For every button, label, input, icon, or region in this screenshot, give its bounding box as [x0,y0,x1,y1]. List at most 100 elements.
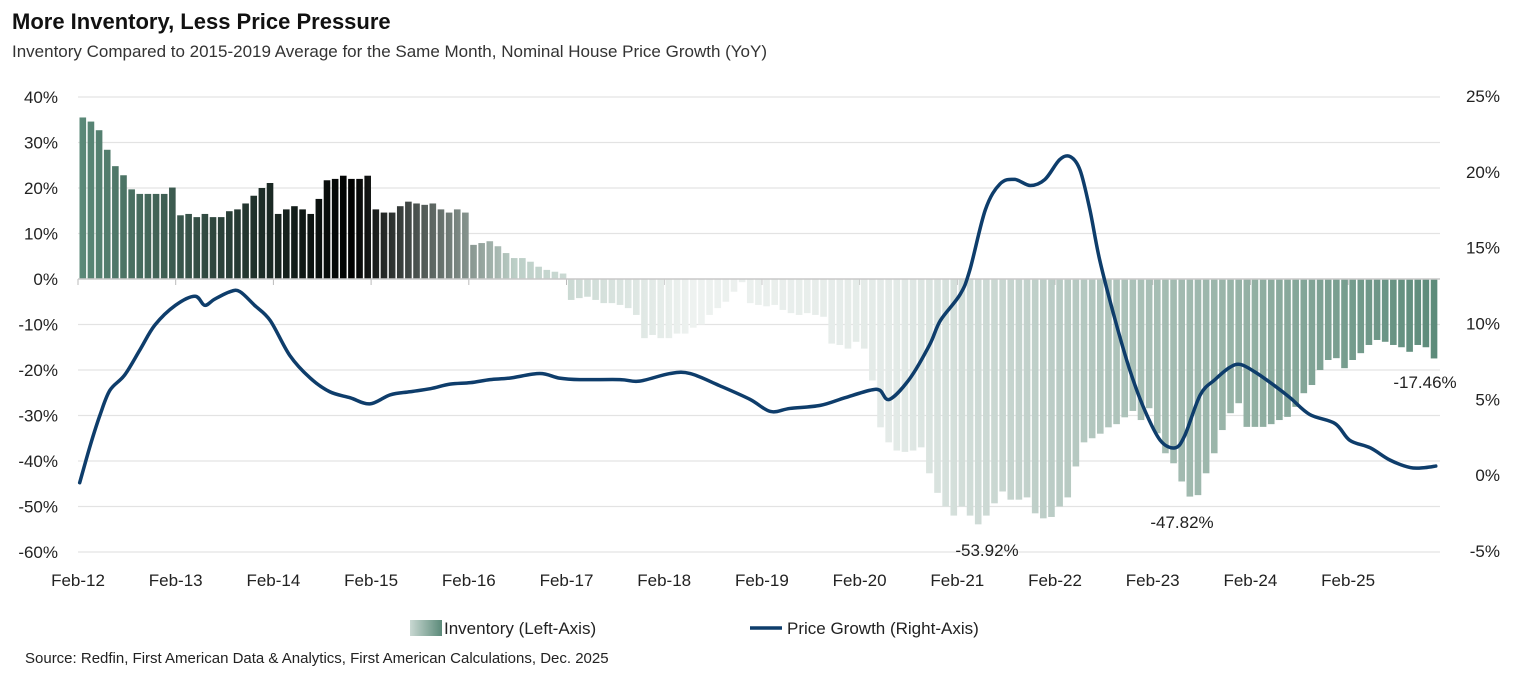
inventory-bar [1333,279,1340,359]
inventory-bar [299,209,306,279]
chart-subtitle: Inventory Compared to 2015-2019 Average … [12,42,767,61]
inventory-bar [1349,279,1356,360]
inventory-bar [926,279,933,474]
inventory-bar [258,188,266,279]
inventory-bar [396,206,404,279]
inventory-bar [893,279,901,451]
inventory-bar [812,279,819,315]
inventory-bar [665,279,673,339]
inventory-bar [942,279,949,507]
inventory-bar [356,178,363,279]
inventory-bar [559,273,567,279]
legend-label-price-growth: Price Growth (Right-Axis) [787,619,979,638]
inventory-bar [673,279,681,334]
left-axis-tick: -20% [18,361,58,380]
inventory-bar [1080,279,1088,443]
inventory-bar [576,279,583,299]
inventory-bar [1048,279,1055,517]
inventory-bar [608,279,616,304]
inventory-bar [1365,279,1373,345]
inventory-bar [958,279,966,507]
inventory-bar [1406,279,1413,352]
inventory-bar [543,269,551,279]
inventory-bar [169,187,176,279]
chart-title: More Inventory, Less Price Pressure [12,9,391,34]
inventory-bar [462,212,469,279]
price-growth-line [77,154,1438,485]
inventory-bar [1186,279,1194,497]
inventory-bar [698,279,705,325]
inventory-bar [274,213,282,279]
inventory-bar [600,279,608,304]
inventory-bar [1097,279,1104,434]
legend-swatch-inventory [410,620,442,636]
inventory-bar [852,279,860,342]
inventory-bar [820,279,827,317]
inventory-bar [1235,279,1242,404]
right-axis: 25% 20% 15% 10% 5% 0% -5% [1466,87,1500,561]
inventory-bar [795,279,803,315]
inventory-bar [1422,279,1430,348]
inventory-bar [567,279,575,300]
inventory-bar [201,213,209,279]
inventory-bar [966,279,974,516]
inventory-bar [266,182,274,279]
inventory-bar [388,212,396,279]
inventory-bar [494,246,502,279]
inventory-bar [307,213,315,279]
inventory-bar [657,279,665,339]
inventory-bar [828,279,835,344]
inventory-bar [519,258,526,279]
inventory-bar [1064,279,1072,498]
inventory-bar [1430,279,1438,359]
x-axis-tick: Feb-12 [51,571,105,590]
left-axis-tick: -30% [18,407,58,426]
inventory-bar [152,193,160,279]
x-axis-tick: Feb-22 [1028,571,1082,590]
data-label-latest: -17.46% [1393,373,1456,392]
inventory-bar [1210,279,1218,454]
inventory-bar [722,279,730,302]
x-axis-tick: Feb-18 [637,571,691,590]
inventory-bar [1267,279,1275,425]
inventory-bar [283,209,290,279]
inventory-bar [983,279,990,516]
inventory-bar [1324,279,1332,360]
inventory-bar [144,193,152,279]
inventory-bar [1023,279,1031,498]
inventory-bar [478,243,485,279]
inventory-bar [1300,279,1308,394]
inventory-bar [437,209,445,279]
inventory-bar [226,211,233,279]
inventory-bar [535,266,542,279]
x-axis-tick: Feb-16 [442,571,496,590]
legend-label-inventory: Inventory (Left-Axis) [444,619,596,638]
inventory-bar [315,198,323,279]
inventory-bar [1316,279,1324,370]
left-axis-tick: -50% [18,498,58,517]
inventory-bar [885,279,892,443]
inventory-bar [453,209,461,279]
inventory-bar [869,279,876,381]
inventory-bar [193,217,201,279]
inventory-bar [405,201,412,279]
legend: Inventory (Left-Axis) Price Growth (Righ… [410,619,979,638]
inventory-bar [999,279,1006,492]
inventory-bar [364,175,371,279]
data-label-min-2023: -47.82% [1150,513,1213,532]
inventory-bar [836,279,844,345]
inventory-bar [1373,279,1381,340]
inventory-bar [641,279,648,339]
inventory-bar [1145,279,1153,409]
x-axis-tick: Feb-13 [149,571,203,590]
inventory-bar [470,244,477,279]
inventory-bar [901,279,909,452]
inventory-bar [339,175,347,279]
inventory-bars [79,117,1438,525]
inventory-bar [1194,279,1202,496]
inventory-bar [779,279,787,310]
x-axis-tick: Feb-23 [1126,571,1180,590]
inventory-bar [803,279,811,314]
inventory-bar [160,193,168,279]
left-axis-tick: 0% [33,270,58,289]
